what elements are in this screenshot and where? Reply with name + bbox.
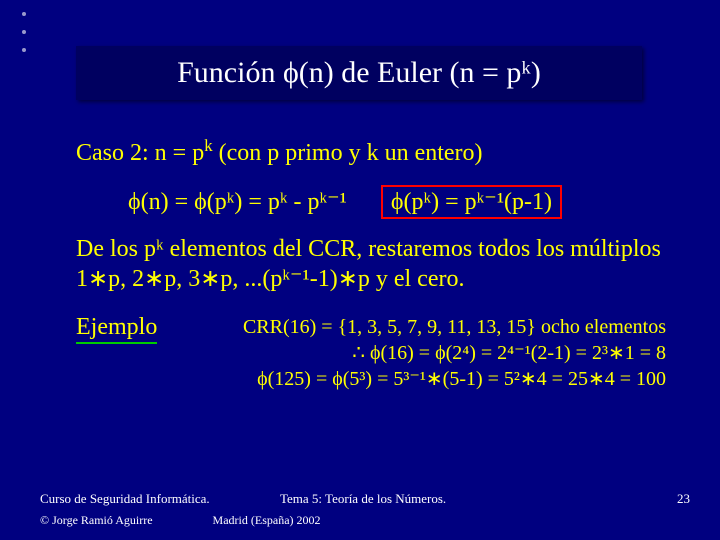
footer-place: Madrid (España) 2002 — [213, 513, 321, 528]
title-box: Función ϕ(n) de Euler (n = pᵏ) — [76, 46, 642, 100]
case-pre: Caso 2: n = p — [76, 140, 204, 166]
example-line-1: CRR(16) = {1, 3, 5, 7, 9, 11, 13, 15} oc… — [193, 314, 666, 340]
example-line-2: ∴ ϕ(16) = ϕ(2⁴) = 2⁴⁻¹(2-1) = 2³∗1 = 8 — [193, 340, 666, 366]
example-line-3: ϕ(125) = ϕ(5³) = 5³⁻¹∗(5-1) = 5²∗4 = 25∗… — [193, 366, 666, 392]
case-heading: Caso 2: n = pk (con p primo y k un enter… — [76, 140, 666, 167]
page-number: 23 — [677, 491, 690, 507]
example-label: Ejemplo — [76, 314, 157, 344]
footer-author: © Jorge Ramió Aguirre — [40, 513, 153, 528]
slide-title: Función ϕ(n) de Euler (n = pᵏ) — [177, 56, 541, 90]
footer-course: Curso de Seguridad Informática. — [40, 491, 210, 507]
footer-top: Curso de Seguridad Informática. Tema 5: … — [40, 491, 690, 507]
example-row: Ejemplo CRR(16) = {1, 3, 5, 7, 9, 11, 13… — [76, 314, 666, 392]
example-body: CRR(16) = {1, 3, 5, 7, 9, 11, 13, 15} oc… — [193, 314, 666, 392]
footer-bottom: © Jorge Ramió Aguirre Madrid (España) 20… — [40, 513, 690, 528]
formula-line: ϕ(n) = ϕ(pᵏ) = pᵏ - pᵏ⁻¹ ϕ(pᵏ) = pᵏ⁻¹(p-… — [76, 187, 666, 216]
formula-left: ϕ(n) = ϕ(pᵏ) = pᵏ - pᵏ⁻¹ — [128, 189, 347, 215]
explanation-text: De los pᵏ elementos del CCR, restaremos … — [76, 234, 666, 294]
content-area: Caso 2: n = pk (con p primo y k un enter… — [76, 140, 666, 392]
formula-boxed: ϕ(pᵏ) = pᵏ⁻¹(p-1) — [381, 185, 562, 219]
case-post: (con p primo y k un entero) — [213, 140, 483, 166]
footer-topic: Tema 5: Teoría de los Números. — [280, 491, 446, 507]
case-sup: k — [204, 136, 212, 155]
dot — [22, 30, 26, 34]
dot — [22, 48, 26, 52]
dot — [22, 12, 26, 16]
footer: Curso de Seguridad Informática. Tema 5: … — [40, 491, 690, 528]
decorative-dots — [22, 12, 26, 66]
